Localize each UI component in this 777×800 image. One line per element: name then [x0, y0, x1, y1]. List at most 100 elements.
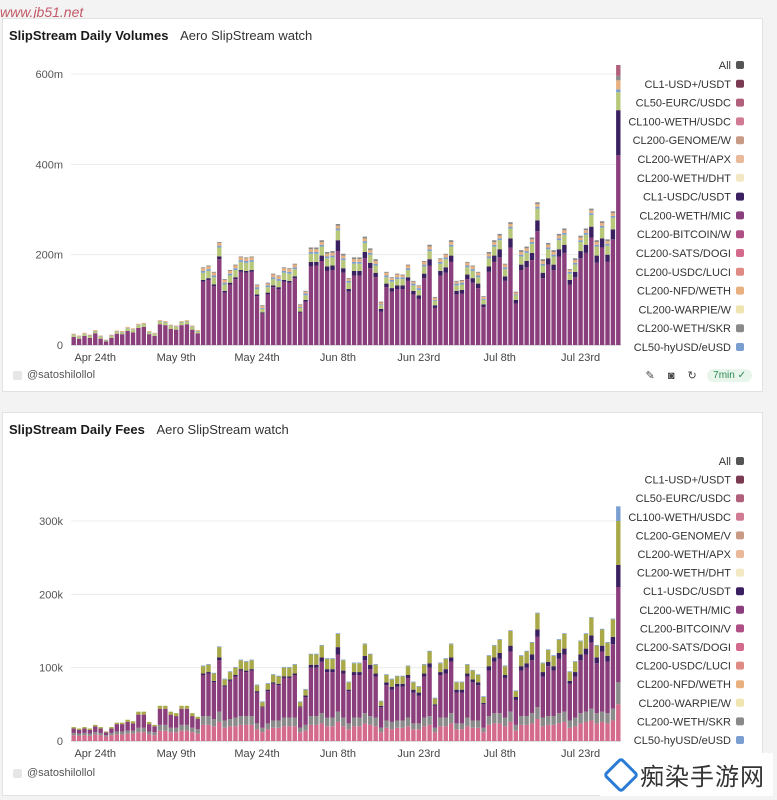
bar-segment[interactable]: [276, 289, 281, 345]
bar-segment[interactable]: [432, 305, 438, 308]
bar-segment[interactable]: [454, 280, 459, 282]
bar-segment[interactable]: [486, 258, 492, 267]
bar-segment[interactable]: [513, 292, 519, 295]
bar-segment[interactable]: [551, 264, 556, 271]
bar-segment[interactable]: [492, 645, 497, 658]
bar-segment[interactable]: [249, 716, 254, 725]
bar-segment[interactable]: [432, 298, 438, 300]
bar-segment[interactable]: [421, 673, 427, 677]
bar-segment[interactable]: [114, 722, 120, 725]
bar-segment[interactable]: [71, 336, 76, 345]
bar-segment[interactable]: [508, 247, 513, 345]
bar-segment[interactable]: [421, 664, 427, 674]
bar-segment[interactable]: [244, 261, 249, 263]
bar-segment[interactable]: [427, 259, 432, 266]
bar-segment[interactable]: [319, 657, 324, 662]
bar-segment[interactable]: [562, 654, 567, 712]
bar-segment[interactable]: [378, 301, 384, 303]
bar-segment[interactable]: [346, 723, 351, 730]
bar-segment[interactable]: [362, 258, 368, 345]
bar-segment[interactable]: [416, 285, 421, 287]
bar-segment[interactable]: [546, 244, 551, 248]
bar-segment[interactable]: [616, 65, 621, 76]
bar-segment[interactable]: [599, 247, 605, 345]
bar-segment[interactable]: [481, 697, 486, 703]
bar-segment[interactable]: [599, 628, 605, 630]
bar-segment[interactable]: [389, 281, 395, 289]
bar-segment[interactable]: [281, 666, 287, 668]
bar-segment[interactable]: [443, 669, 448, 674]
bar-segment[interactable]: [497, 257, 502, 345]
bar-segment[interactable]: [448, 644, 454, 658]
bar-segment[interactable]: [217, 245, 222, 248]
bar-segment[interactable]: [400, 683, 405, 687]
bar-segment[interactable]: [82, 735, 87, 741]
bar-segment[interactable]: [152, 732, 157, 736]
bar-segment[interactable]: [362, 644, 368, 656]
bar-segment[interactable]: [432, 704, 438, 706]
bar-segment[interactable]: [265, 282, 271, 284]
bar-segment[interactable]: [368, 254, 373, 263]
bar-segment[interactable]: [222, 685, 227, 687]
bar-segment[interactable]: [195, 733, 200, 741]
bar-segment[interactable]: [368, 268, 373, 345]
bar-segment[interactable]: [421, 266, 427, 274]
bar-segment[interactable]: [465, 664, 470, 665]
bar-segment[interactable]: [141, 322, 146, 324]
bar-segment[interactable]: [249, 256, 254, 258]
bar-segment[interactable]: [211, 682, 217, 719]
bar-segment[interactable]: [556, 249, 562, 257]
bar-segment[interactable]: [130, 733, 136, 741]
bar-segment[interactable]: [287, 676, 292, 678]
bar-segment[interactable]: [222, 290, 227, 293]
bar-segment[interactable]: [551, 655, 556, 667]
bar-segment[interactable]: [292, 664, 297, 665]
bar-segment[interactable]: [605, 642, 610, 656]
bar-segment[interactable]: [556, 235, 562, 239]
bar-segment[interactable]: [405, 665, 411, 667]
bar-segment[interactable]: [486, 670, 492, 717]
bar-segment[interactable]: [173, 326, 179, 330]
bar-segment[interactable]: [276, 727, 281, 741]
bar-segment[interactable]: [594, 713, 599, 724]
bar-segment[interactable]: [227, 679, 233, 681]
bar-segment[interactable]: [211, 275, 217, 278]
bar-segment[interactable]: [416, 695, 421, 724]
bar-segment[interactable]: [351, 270, 357, 276]
bar-segment[interactable]: [357, 726, 362, 741]
bar-segment[interactable]: [384, 277, 389, 284]
legend-label[interactable]: CL200-WETH/MIC: [639, 605, 731, 617]
bar-segment[interactable]: [238, 270, 244, 272]
bar-segment[interactable]: [519, 666, 524, 671]
bar-segment[interactable]: [254, 294, 260, 297]
bar-segment[interactable]: [535, 612, 540, 614]
bar-segment[interactable]: [357, 672, 362, 675]
bar-segment[interactable]: [335, 654, 341, 712]
bar-segment[interactable]: [173, 325, 179, 327]
bar-segment[interactable]: [157, 708, 163, 725]
bar-segment[interactable]: [319, 244, 324, 247]
bar-segment[interactable]: [76, 730, 82, 734]
bar-segment[interactable]: [82, 335, 87, 345]
bar-segment[interactable]: [411, 294, 416, 345]
bar-segment[interactable]: [475, 277, 481, 284]
bar-segment[interactable]: [616, 682, 621, 705]
bar-segment[interactable]: [475, 271, 481, 273]
bar-segment[interactable]: [87, 728, 93, 730]
bar-segment[interactable]: [314, 716, 319, 725]
bar-segment[interactable]: [502, 675, 508, 678]
bar-segment[interactable]: [260, 307, 265, 309]
bar-segment[interactable]: [287, 268, 292, 270]
bar-segment[interactable]: [438, 672, 443, 675]
bar-segment[interactable]: [200, 724, 206, 741]
bar-segment[interactable]: [103, 340, 109, 342]
fees-attribution[interactable]: @satoshilollol: [13, 767, 95, 779]
bar-segment[interactable]: [292, 264, 297, 268]
bar-segment[interactable]: [540, 672, 546, 677]
bar-segment[interactable]: [599, 721, 605, 741]
bar-segment[interactable]: [492, 657, 497, 662]
bar-segment[interactable]: [254, 285, 260, 288]
bar-segment[interactable]: [373, 673, 378, 677]
bar-segment[interactable]: [384, 272, 389, 276]
bar-segment[interactable]: [421, 264, 427, 267]
